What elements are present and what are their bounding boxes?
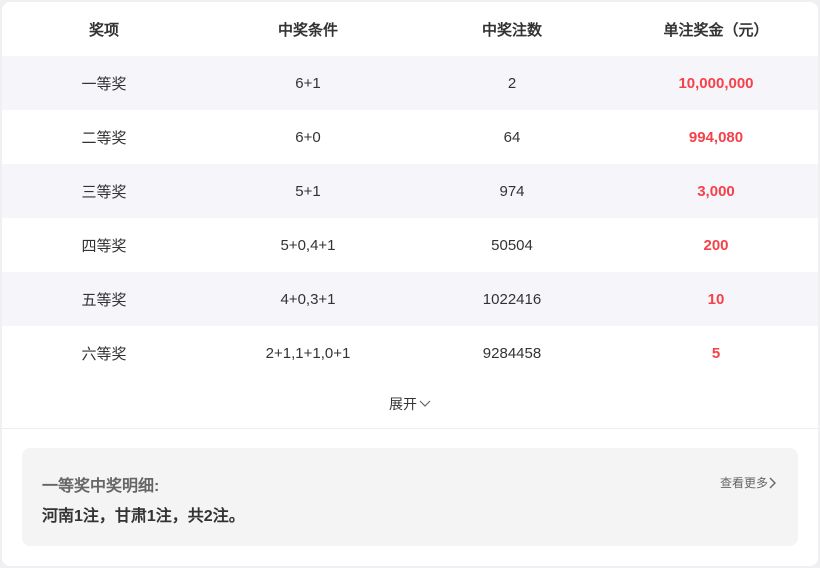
cell-winner-count: 2	[507, 74, 517, 92]
cell-prize-amount: 994,080	[688, 128, 744, 146]
cell-prize-amount: 10	[707, 290, 725, 308]
cell-prize-level: 六等奖	[81, 345, 127, 363]
winner-detail-box: 一等奖中奖明细: 河南1注，甘肃1注，共2注。 查看更多	[22, 448, 798, 546]
cell-winner-count: 1022416	[482, 290, 542, 308]
detail-body: 河南1注，甘肃1注，共2注。	[42, 508, 245, 525]
cell-prize-amount: 10,000,000	[678, 74, 754, 92]
cell-condition: 6+1	[295, 74, 321, 92]
cell-prize-amount: 200	[703, 236, 729, 254]
table-row: 六等奖 2+1,1+1,0+1 9284458 5	[2, 326, 818, 380]
table-row: 三等奖 5+1 974 3,000	[2, 164, 818, 218]
cell-condition: 4+0,3+1	[280, 290, 336, 308]
view-more-label: 查看更多	[719, 476, 768, 490]
cell-winner-count: 50504	[491, 236, 533, 254]
cell-prize-level: 二等奖	[81, 129, 127, 147]
header-winner-count: 中奖注数	[481, 21, 542, 39]
cell-condition: 6+0	[295, 128, 321, 146]
header-prize-level: 奖项	[88, 21, 119, 39]
cell-winner-count: 974	[499, 182, 525, 200]
cell-condition: 5+1	[295, 182, 321, 200]
cell-prize-amount: 5	[711, 344, 721, 362]
chevron-down-icon	[419, 400, 431, 407]
cell-winner-count: 9284458	[482, 344, 542, 362]
expand-button[interactable]: 展开	[2, 380, 818, 429]
expand-label: 展开	[389, 396, 417, 412]
table-row: 二等奖 6+0 64 994,080	[2, 110, 818, 164]
chevron-right-icon	[769, 477, 776, 488]
table-header: 奖项 中奖条件 中奖注数 单注奖金（元）	[2, 2, 818, 56]
cell-condition: 5+0,4+1	[280, 236, 336, 254]
cell-prize-level: 一等奖	[81, 75, 127, 93]
table-row: 五等奖 4+0,3+1 1022416 10	[2, 272, 818, 326]
table-row: 一等奖 6+1 2 10,000,000	[2, 56, 818, 110]
cell-winner-count: 64	[503, 128, 521, 146]
cell-prize-level: 四等奖	[81, 237, 127, 255]
cell-prize-amount: 3,000	[697, 182, 735, 200]
header-condition: 中奖条件	[277, 21, 338, 39]
cell-prize-level: 五等奖	[81, 291, 127, 309]
cell-condition: 2+1,1+1,0+1	[265, 344, 351, 362]
cell-prize-level: 三等奖	[81, 183, 127, 201]
table-row: 四等奖 5+0,4+1 50504 200	[2, 218, 818, 272]
view-more-link[interactable]: 查看更多	[720, 474, 776, 491]
header-prize-amount: 单注奖金（元）	[663, 21, 769, 39]
detail-title: 一等奖中奖明细:	[42, 478, 160, 495]
